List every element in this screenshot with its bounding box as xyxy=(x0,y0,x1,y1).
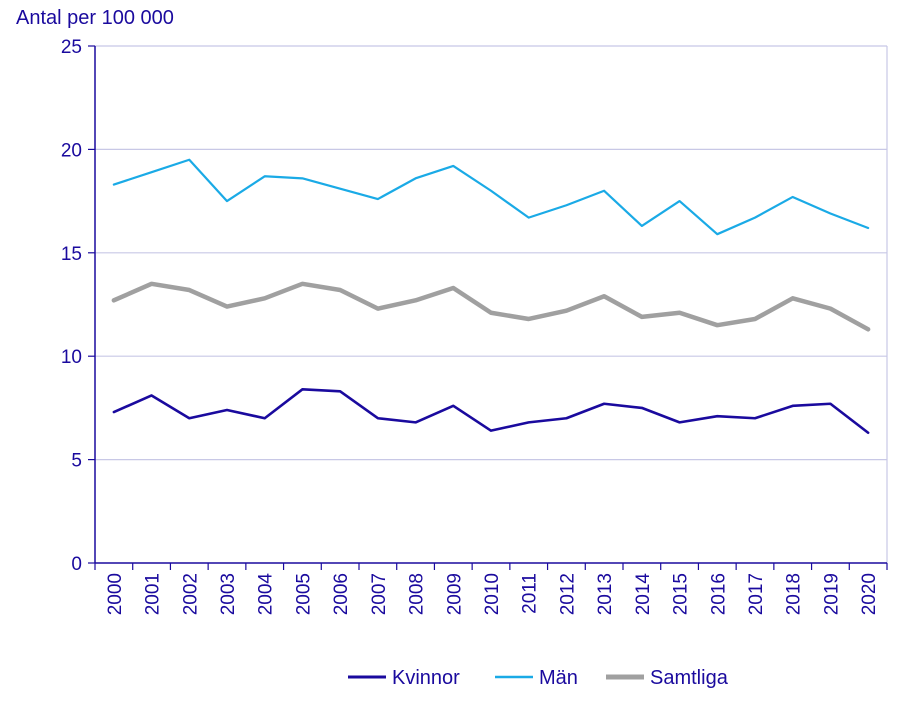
x-tick-label: 2018 xyxy=(784,573,805,615)
x-tick-label: 2014 xyxy=(633,573,654,616)
x-tick-label: 2006 xyxy=(331,573,352,615)
y-tick-label: 0 xyxy=(71,554,82,575)
x-tick-label: 2005 xyxy=(293,573,314,615)
y-axis-ticks: 0 5 10 15 20 25 xyxy=(61,37,95,575)
series-line-samtliga xyxy=(111,281,871,332)
legend: Kvinnor Män Samtliga xyxy=(348,667,729,689)
x-tick-label: 2017 xyxy=(746,573,767,615)
x-axis-ticks: 2000 2001 2002 2003 2004 2005 2006 2007 2008 2009… xyxy=(94,563,888,616)
x-tick-label: 2000 xyxy=(105,573,126,615)
y-tick-label: 10 xyxy=(61,347,82,368)
x-tick-label: 2011 xyxy=(520,573,541,614)
axes xyxy=(94,46,887,564)
x-tick-label: 2009 xyxy=(444,573,465,615)
gridlines xyxy=(95,45,888,563)
x-tick-label: 2008 xyxy=(407,573,428,615)
legend-label: Samtliga xyxy=(650,667,729,689)
x-tick-label: 2013 xyxy=(595,573,616,615)
x-tick-label: 2015 xyxy=(671,573,692,615)
legend-label: Kvinnor xyxy=(392,667,460,689)
legend-label: Män xyxy=(539,667,578,689)
x-tick-label: 2004 xyxy=(256,573,277,616)
x-tick-label: 2019 xyxy=(821,573,842,615)
y-axis-label: Antal per 100 000 xyxy=(16,7,174,29)
y-tick-label: 15 xyxy=(61,244,82,265)
series-line-kvinnor xyxy=(112,387,870,435)
x-tick-label: 2001 xyxy=(143,573,164,615)
series-line-män xyxy=(112,158,870,236)
y-tick-label: 5 xyxy=(71,451,82,472)
x-tick-label: 2016 xyxy=(708,573,729,615)
series-lines xyxy=(111,158,871,435)
y-tick-label: 20 xyxy=(61,140,82,161)
x-tick-label: 2020 xyxy=(859,573,880,615)
x-tick-label: 2002 xyxy=(180,573,201,615)
x-tick-label: 2010 xyxy=(482,573,503,615)
x-tick-label: 2012 xyxy=(557,573,578,615)
y-tick-label: 25 xyxy=(61,37,82,58)
x-tick-label: 2007 xyxy=(369,573,390,615)
x-tick-label: 2003 xyxy=(218,573,239,615)
